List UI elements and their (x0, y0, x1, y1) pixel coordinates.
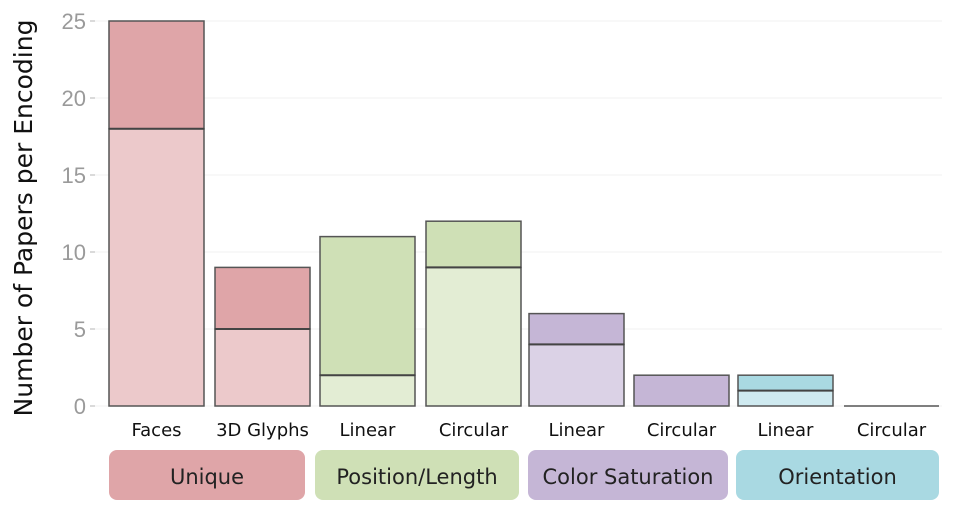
bar-segment-upper (319, 235, 416, 376)
group-label-box: Position/Length (315, 450, 519, 500)
group-label-box: Color Saturation (528, 450, 728, 500)
bar-segment-lower (737, 389, 834, 407)
x-tick-label: Linear (758, 420, 815, 441)
bar-stack (108, 20, 205, 407)
bar-segment-upper (737, 374, 834, 392)
y-axis-label: Number of Papers per Encoding (9, 20, 38, 417)
group-label-text: Color Saturation (543, 465, 714, 489)
bar-stack (633, 374, 730, 407)
x-tick-label: Linear (340, 420, 397, 441)
x-tick-label: Circular (439, 420, 509, 441)
group-label-background (315, 450, 519, 500)
x-tick-label: Circular (857, 420, 927, 441)
y-tick-label: 25 (62, 9, 86, 34)
bar-segment-lower (108, 128, 205, 407)
y-axis-ticks: 0 5 10 15 20 25 (62, 9, 95, 419)
bars (108, 20, 939, 407)
bar-segment-upper (108, 20, 205, 130)
bar-segment-lower (214, 328, 311, 407)
x-tick-label: Circular (647, 420, 717, 441)
x-tick-label: Linear (549, 420, 606, 441)
y-tick-label: 0 (74, 394, 86, 419)
bar-stack (214, 266, 311, 407)
y-tick-label: 10 (62, 240, 86, 265)
bar-segment-upper (528, 312, 625, 346)
x-axis-ticks: Faces 3D Glyphs Linear Circular Linear Circul… (131, 420, 926, 441)
x-tick-label: Faces (131, 420, 181, 441)
group-label-background (736, 450, 939, 500)
bar-stack (319, 235, 416, 407)
bar-stack (737, 374, 834, 407)
group-label-text: Unique (170, 465, 244, 489)
group-label-text: Position/Length (336, 465, 497, 489)
x-tick-label: 3D Glyphs (216, 420, 309, 441)
group-label-text: Orientation (778, 465, 897, 489)
group-label-box: Unique (109, 450, 305, 500)
bar-segment-upper (214, 266, 311, 330)
bar-segment-lower (319, 374, 416, 407)
bar-segment-lower (425, 266, 522, 407)
group-label-background (528, 450, 728, 500)
bar-stack (425, 220, 522, 407)
bar-segment-upper (425, 220, 522, 269)
group-label-box: Orientation (736, 450, 939, 500)
group-label-background (109, 450, 305, 500)
bar-segment-upper (633, 374, 730, 407)
bar-segment-lower (528, 343, 625, 407)
category-groups: Unique Position/Length Color Saturation Ori… (109, 450, 939, 500)
y-tick-label: 5 (74, 317, 86, 342)
y-tick-label: 20 (62, 86, 86, 111)
y-tick-label: 15 (62, 163, 86, 188)
bar-stack (528, 312, 625, 407)
